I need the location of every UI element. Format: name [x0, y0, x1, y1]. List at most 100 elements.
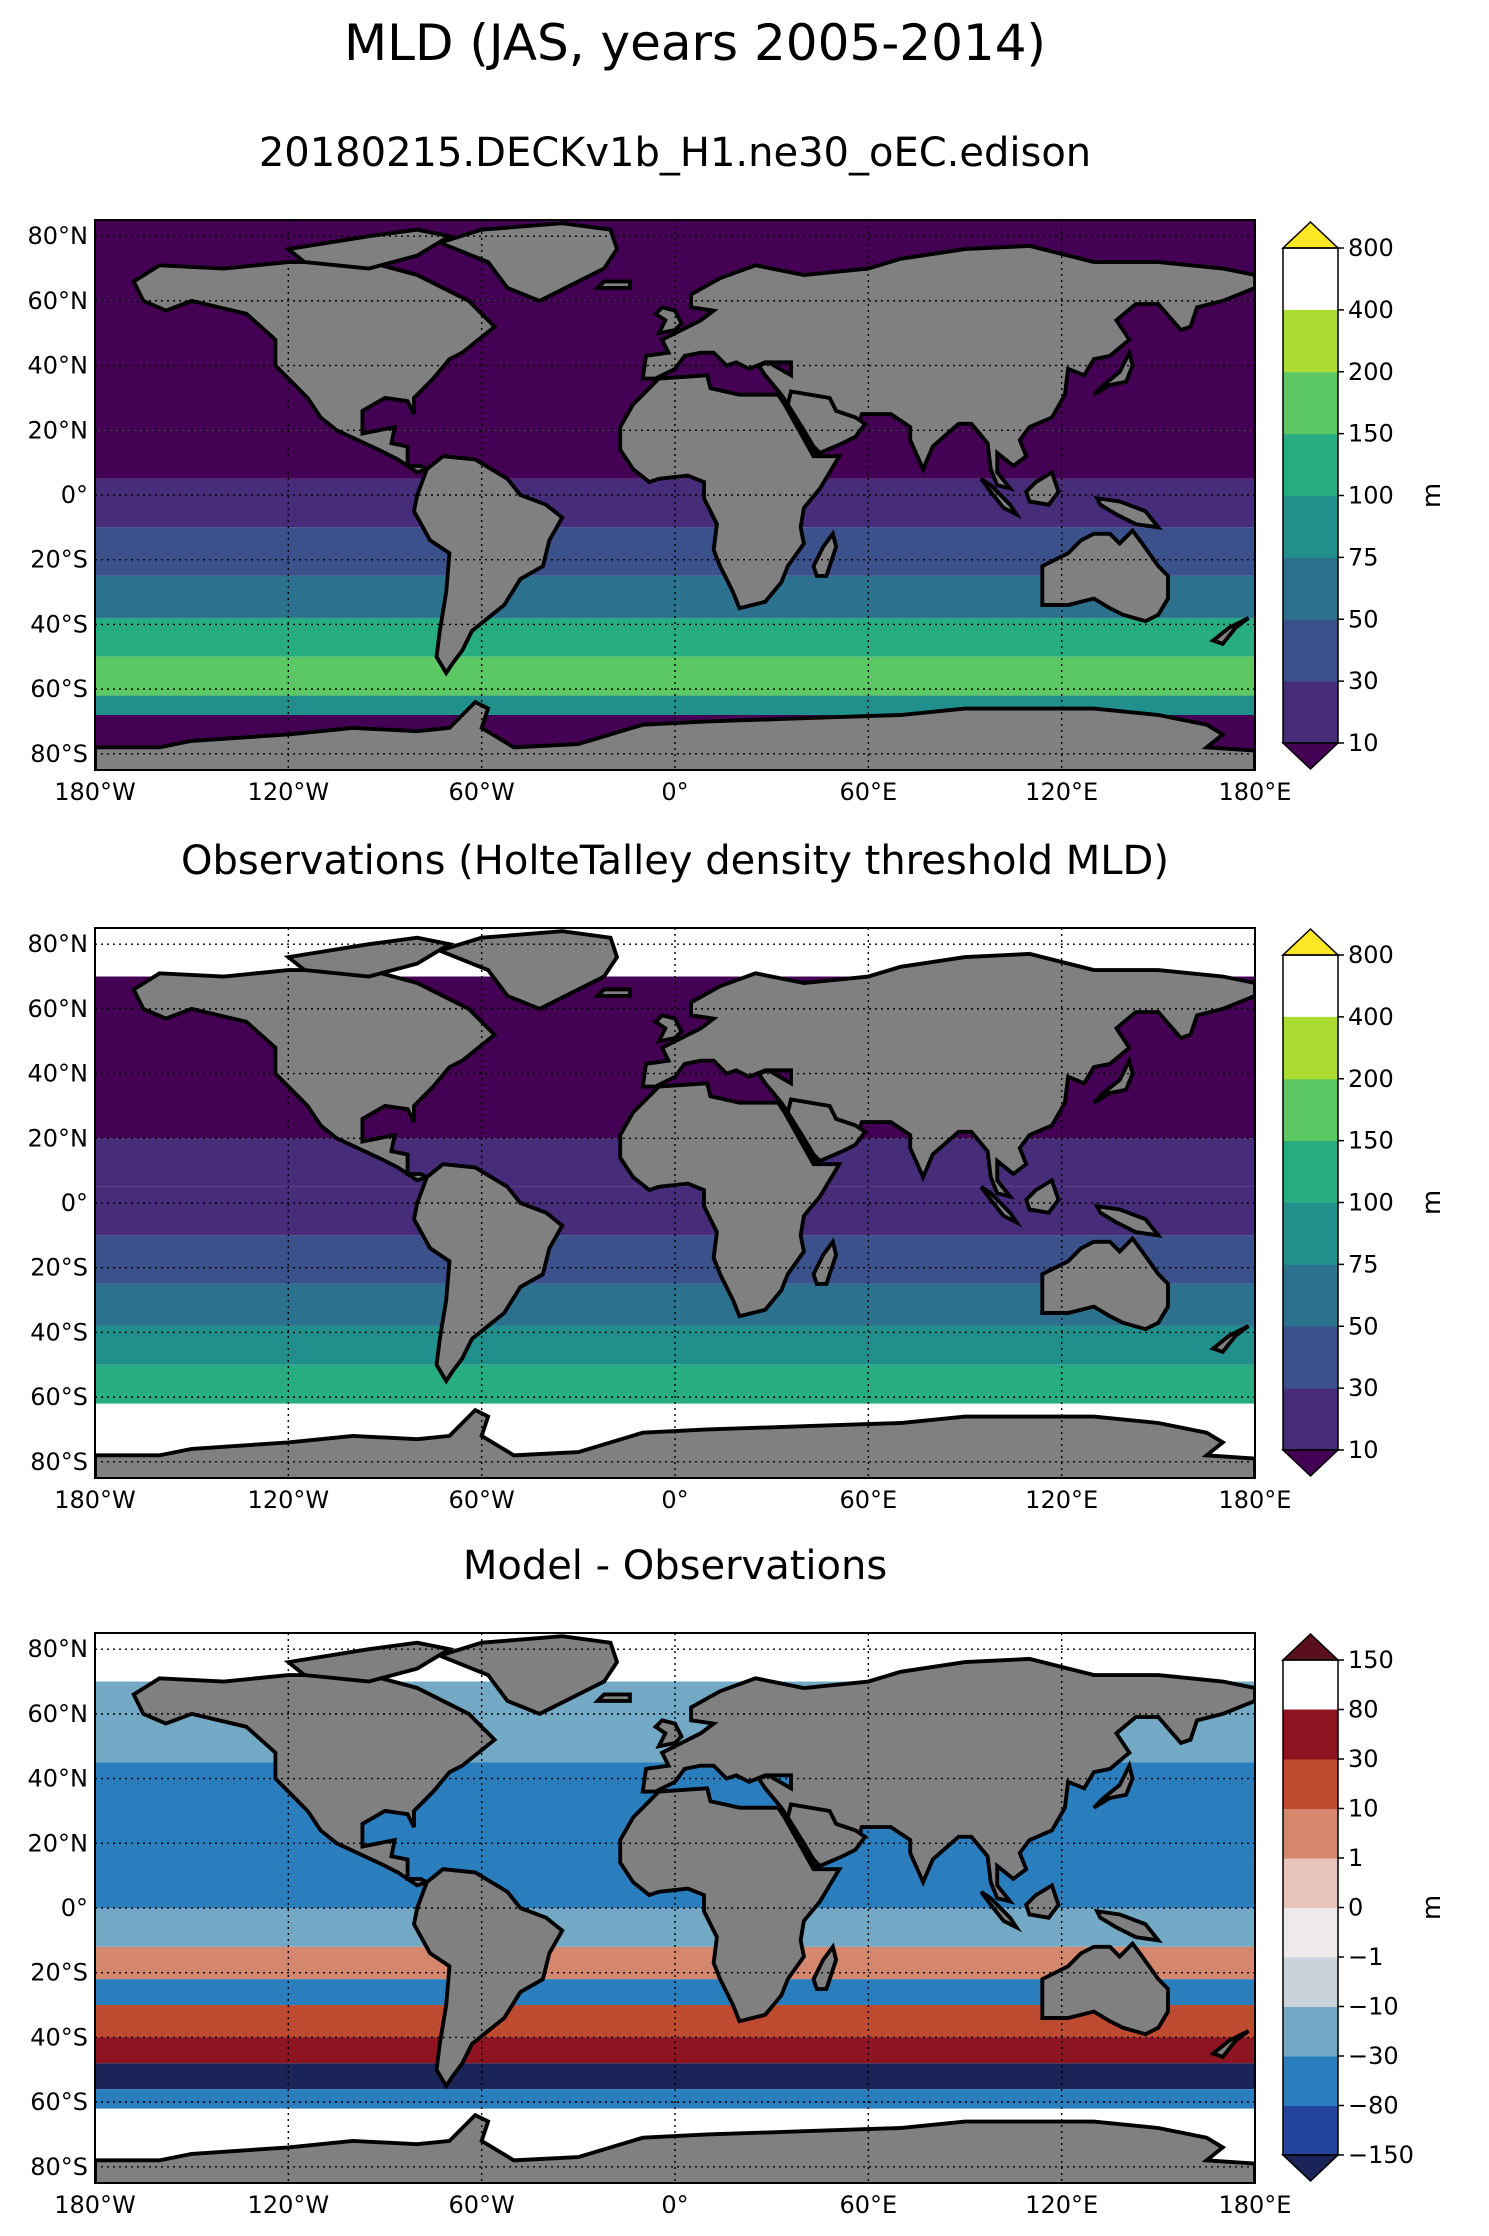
y-tick-label: 20°N	[28, 416, 89, 444]
y-tick-label: 20°S	[30, 546, 88, 574]
colorbar-tick-label: 80	[1348, 1696, 1379, 1724]
y-tick-label: 60°N	[28, 287, 89, 315]
x-tick-label: 180°W	[54, 778, 136, 806]
x-tick-label: 120°W	[248, 778, 330, 806]
colorbar-segment	[1283, 1264, 1338, 1327]
y-tick-label: 40°N	[28, 352, 89, 380]
panel-1-gridlines	[95, 220, 1255, 770]
colorbar-segment	[1283, 1858, 1338, 1908]
x-tick-label: 180°W	[54, 2191, 136, 2219]
panel-1-colorbar: 10 30 50 75 100 150 200 400 800 m	[1281, 220, 1447, 771]
x-tick-label: 0°	[661, 2191, 688, 2219]
panel-3-axes: 180°W 120°W 60°W 0° 60°E 120°E 180°E 80°N 60°N 40…	[28, 1635, 1292, 2219]
y-tick-label: 20°N	[28, 1124, 89, 1152]
figure-title: MLD (JAS, years 2005-2014)	[343, 14, 1047, 72]
y-tick-label: 0°	[61, 1189, 88, 1217]
x-tick-label: 120°E	[1025, 1486, 1098, 1514]
colorbar-tick-label: 100	[1348, 482, 1394, 510]
colorbar-tick-label: 400	[1348, 296, 1394, 324]
colorbar-segment	[1283, 1016, 1338, 1080]
colorbar-segment	[1283, 309, 1338, 373]
x-tick-label: 60°E	[839, 778, 897, 806]
y-tick-label: 80°N	[28, 1635, 89, 1663]
colorbar-segment	[1283, 371, 1338, 435]
panel-2-gridlines	[95, 928, 1255, 1478]
colorbar-segment	[1283, 1808, 1338, 1859]
panel-2-frame	[94, 927, 1256, 1479]
colorbar-extend-max	[1281, 927, 1340, 956]
colorbar-tick-label: 10	[1348, 1795, 1379, 1823]
y-tick-label: 20°N	[28, 1829, 89, 1857]
colorbar-tick-label: −30	[1348, 2042, 1399, 2070]
x-tick-label: 60°W	[449, 1486, 515, 1514]
y-tick-label: 0°	[61, 1894, 88, 1922]
colorbar-tick-label: 10	[1348, 1436, 1379, 1464]
panel-1-title: 20180215.DECKv1b_H1.ne30_oEC.edison	[258, 130, 1092, 176]
panel-3-map: 180°W 120°W 60°W 0° 60°E 120°E 180°E 80°N 60°N 40…	[28, 1632, 1447, 2219]
colorbar-tick-label: 100	[1348, 1189, 1394, 1217]
colorbar-tick-label: 30	[1348, 667, 1379, 695]
y-tick-label: 60°N	[28, 995, 89, 1023]
colorbar-extend-max	[1281, 1632, 1340, 1661]
y-tick-label: 60°S	[30, 1383, 88, 1411]
colorbar-tick-label: −10	[1348, 1993, 1399, 2021]
colorbar-tick-label: 400	[1348, 1003, 1394, 1031]
colorbar-segment	[1283, 1709, 1338, 1760]
panel-3-frame	[94, 1632, 1256, 2184]
colorbar-segment	[1283, 681, 1338, 744]
x-tick-label: 60°W	[449, 2191, 515, 2219]
y-tick-label: 40°S	[30, 2023, 88, 2051]
colorbar-segment	[1283, 1202, 1338, 1265]
colorbar-tick-label: 75	[1348, 1250, 1379, 1278]
colorbar-segment	[1283, 433, 1338, 496]
x-tick-label: 180°W	[54, 1486, 136, 1514]
y-tick-label: 40°N	[28, 1060, 89, 1088]
colorbar-tick-label: 75	[1348, 543, 1379, 571]
colorbar-segment	[1283, 2056, 1338, 2106]
colorbar-tick-label: 1	[1348, 1844, 1363, 1872]
colorbar-tick-label: 150	[1348, 420, 1394, 448]
y-tick-label: 80°S	[30, 1448, 88, 1476]
panel-2-axes: 180°W 120°W 60°W 0° 60°E 120°E 180°E 80°N 60°N 40…	[28, 930, 1292, 1514]
x-tick-label: 120°W	[248, 1486, 330, 1514]
colorbar-tick-label: 800	[1348, 234, 1394, 262]
y-tick-label: 80°N	[28, 222, 89, 250]
x-tick-label: 60°E	[839, 2191, 897, 2219]
colorbar-unit-label: m	[1417, 1190, 1447, 1215]
x-tick-label: 60°W	[449, 778, 515, 806]
y-tick-label: 20°S	[30, 1254, 88, 1282]
colorbar-tick-label: 0	[1348, 1894, 1363, 1922]
colorbar-tick-label: 50	[1348, 605, 1379, 633]
colorbar-segment	[1283, 557, 1338, 620]
panel-1-map: 180°W 120°W 60°W 0° 60°E 120°E 180°E 80°N 60°N 40…	[28, 219, 1447, 806]
colorbar-tick-label: 30	[1348, 1374, 1379, 1402]
y-tick-label: 80°S	[30, 2153, 88, 2181]
y-tick-label: 80°N	[28, 930, 89, 958]
x-tick-label: 0°	[661, 1486, 688, 1514]
x-tick-label: 180°E	[1219, 778, 1292, 806]
y-tick-label: 0°	[61, 481, 88, 509]
colorbar-unit-label: m	[1417, 483, 1447, 508]
colorbar-tick-label: −1	[1348, 1943, 1383, 1971]
colorbar-extend-max	[1281, 220, 1340, 249]
colorbar-tick-label: 30	[1348, 1745, 1379, 1773]
colorbar-segment	[1283, 1078, 1338, 1142]
x-tick-label: 120°E	[1025, 2191, 1098, 2219]
x-tick-label: 180°E	[1219, 1486, 1292, 1514]
colorbar-tick-label: 200	[1348, 1065, 1394, 1093]
colorbar-segment	[1283, 1907, 1338, 1958]
colorbar-extend-min	[1281, 742, 1340, 771]
panel-2-map: 180°W 120°W 60°W 0° 60°E 120°E 180°E 80°N 60°N 40…	[28, 927, 1447, 1514]
y-tick-label: 40°S	[30, 610, 88, 638]
panel-1-axes: 180°W 120°W 60°W 0° 60°E 120°E 180°E 80°N 60°N 40…	[28, 222, 1292, 806]
colorbar-segment	[1283, 619, 1338, 682]
x-tick-label: 120°W	[248, 2191, 330, 2219]
y-tick-label: 20°S	[30, 1959, 88, 1987]
panel-2-colorbar: 10 30 50 75 100 150 200 400 800 m	[1281, 927, 1447, 1478]
colorbar-segment	[1283, 1957, 1338, 2007]
colorbar-tick-label: 50	[1348, 1312, 1379, 1340]
colorbar-segment	[1283, 1759, 1338, 1809]
panel-1-frame	[94, 219, 1256, 771]
